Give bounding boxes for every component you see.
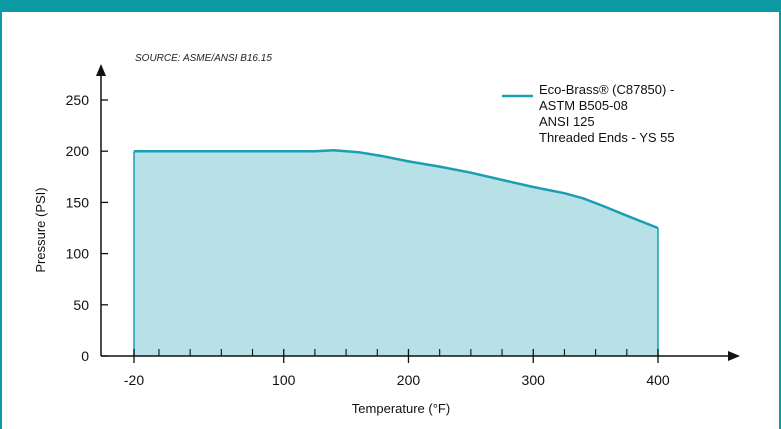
y-tick-label: 100 bbox=[66, 246, 90, 262]
y-tick-label: 0 bbox=[81, 348, 89, 364]
area-layer bbox=[133, 148, 659, 356]
y-tick-label: 150 bbox=[66, 194, 90, 210]
left-border bbox=[0, 0, 2, 429]
legend-label-line: Threaded Ends - YS 55 bbox=[539, 130, 675, 145]
x-axis-title: Temperature (°F) bbox=[352, 401, 450, 416]
right-border bbox=[779, 0, 781, 429]
x-tick-label: 200 bbox=[397, 372, 421, 388]
label-layer: -20 100 200 300 400 0 50 100 150 200 250 bbox=[66, 92, 670, 388]
x-tick-label: 100 bbox=[272, 372, 296, 388]
series-line-0 bbox=[134, 148, 659, 230]
axis-layer bbox=[96, 64, 740, 363]
y-tick-label: 50 bbox=[73, 297, 89, 313]
top-accent-bar bbox=[0, 0, 781, 12]
x-tick-label: 300 bbox=[522, 372, 546, 388]
x-tick-label: 400 bbox=[646, 372, 670, 388]
y-tick-label: 250 bbox=[66, 92, 90, 108]
legend-label-line: ANSI 125 bbox=[539, 114, 595, 129]
legend-label-line: ASTM B505-08 bbox=[539, 98, 628, 113]
legend-label-line: Eco-Brass® (C87850) - bbox=[539, 82, 674, 97]
series-area-0 bbox=[134, 150, 658, 356]
y-axis-arrow bbox=[96, 64, 106, 76]
y-axis-title: Pressure (PSI) bbox=[33, 187, 48, 272]
x-tick-label: -20 bbox=[124, 372, 144, 388]
x-axis-arrow bbox=[728, 351, 740, 361]
y-tick-label: 200 bbox=[66, 143, 90, 159]
source-note: SOURCE: ASME/ANSI B16.15 bbox=[135, 53, 272, 64]
